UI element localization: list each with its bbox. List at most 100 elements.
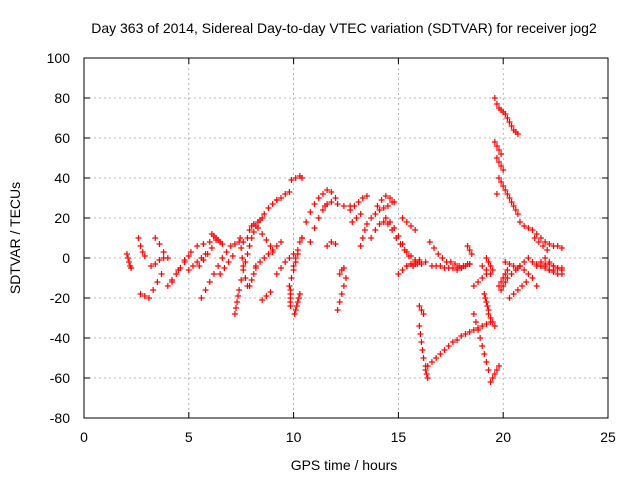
data-point [419, 347, 426, 353]
data-point [550, 263, 557, 269]
data-point [231, 311, 238, 317]
data-point [387, 195, 394, 201]
data-point [315, 195, 322, 201]
data-point [533, 231, 540, 237]
data-point [416, 303, 423, 309]
data-point [315, 215, 322, 221]
data-point [431, 245, 438, 251]
data-point [439, 255, 446, 261]
data-point [454, 337, 461, 343]
data-point [282, 191, 289, 197]
data-point [382, 193, 389, 199]
y-tick-label: 60 [54, 130, 70, 146]
data-point [246, 283, 253, 289]
data-points [123, 95, 565, 385]
data-point [334, 201, 341, 207]
data-point [202, 287, 209, 293]
data-point [234, 299, 241, 305]
data-point [510, 291, 517, 297]
data-point [261, 255, 268, 261]
data-point [293, 303, 300, 309]
data-point [259, 297, 266, 303]
plot-frame [83, 57, 609, 419]
data-point [521, 267, 528, 273]
data-point [292, 255, 299, 261]
data-point [483, 255, 490, 261]
data-point [219, 255, 226, 261]
data-point [324, 243, 331, 249]
data-point [535, 239, 542, 245]
x-axis-ticks: 0 5 10 15 20 25 [80, 58, 616, 445]
data-point [424, 363, 431, 369]
data-point [418, 339, 425, 345]
y-tick-label: -80 [50, 410, 70, 426]
data-point [208, 245, 215, 251]
data-point [544, 247, 551, 253]
data-point [437, 351, 444, 357]
data-point [502, 187, 509, 193]
y-axis-label: SDTVAR / TECUs [7, 182, 23, 294]
data-point [278, 239, 285, 245]
data-point [298, 175, 305, 181]
data-point [422, 259, 429, 265]
data-point [441, 347, 448, 353]
data-point [200, 241, 207, 247]
data-point [376, 207, 383, 213]
data-point [483, 267, 490, 273]
data-point [298, 235, 305, 241]
data-point [483, 321, 490, 327]
data-point [242, 259, 249, 265]
y-tick-label: -60 [50, 370, 70, 386]
x-tick-label: 15 [391, 429, 407, 445]
data-point [540, 243, 547, 249]
data-point [336, 299, 343, 305]
data-point [357, 243, 364, 249]
data-point [378, 197, 385, 203]
data-point [324, 187, 331, 193]
data-point [282, 259, 289, 265]
data-point [194, 259, 201, 265]
data-point [485, 367, 492, 373]
chart-title: Day 363 of 2014, Sidereal Day-to-day VTE… [91, 20, 597, 36]
data-point [502, 279, 509, 285]
data-point [340, 265, 347, 271]
data-point [508, 271, 515, 277]
data-point [537, 235, 544, 241]
data-point [296, 239, 303, 245]
data-point [416, 257, 423, 263]
data-point [273, 197, 280, 203]
data-point [332, 241, 339, 247]
data-point [521, 223, 528, 229]
data-point [546, 259, 553, 265]
data-point [550, 269, 557, 275]
data-point [221, 265, 228, 271]
data-point [343, 275, 349, 281]
data-point [384, 203, 391, 209]
data-point [479, 343, 486, 349]
data-point [525, 271, 532, 277]
data-point [198, 295, 205, 301]
data-point [502, 259, 509, 265]
data-point [374, 203, 381, 209]
data-point [491, 95, 498, 101]
data-point [235, 293, 242, 299]
data-point [542, 239, 549, 245]
data-point [498, 163, 505, 169]
data-point [204, 251, 211, 257]
data-point [259, 231, 266, 237]
data-point [525, 225, 532, 231]
data-point [479, 263, 486, 269]
data-point [483, 359, 490, 365]
data-point [479, 275, 486, 281]
data-point [156, 257, 163, 263]
data-point [328, 239, 335, 245]
data-point [194, 243, 201, 249]
data-point [519, 283, 526, 289]
data-point [240, 263, 247, 269]
data-point [311, 225, 318, 231]
data-point [510, 263, 517, 269]
data-point [355, 199, 362, 205]
data-point [126, 259, 133, 265]
data-point [529, 275, 536, 281]
data-point [428, 359, 435, 365]
